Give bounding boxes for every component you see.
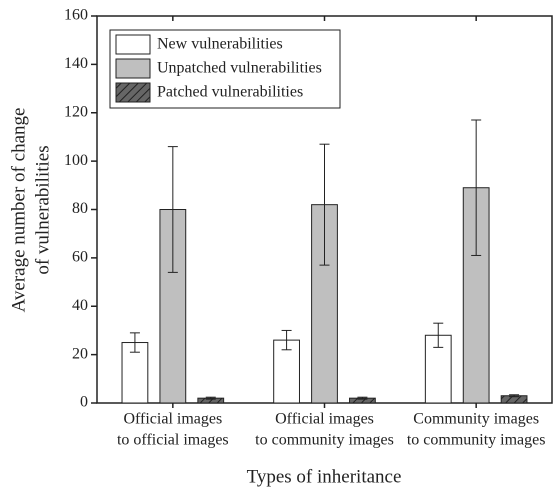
legend-label: New vulnerabilities [157, 36, 283, 53]
x-axis-title: Types of inheritance [247, 466, 402, 487]
y-tick-label: 140 [64, 55, 88, 72]
x-tick-label: Official images [123, 411, 222, 428]
x-tick-label: Community images [413, 411, 539, 428]
y-tick-label: 100 [64, 152, 88, 169]
y-tick-label: 40 [72, 297, 88, 314]
x-tick-label: to community images [255, 432, 394, 449]
y-axis-title-line: Average number of change [8, 108, 29, 313]
y-tick-label: 160 [64, 7, 88, 24]
legend-swatch [115, 82, 151, 103]
y-tick-label: 120 [64, 103, 88, 120]
y-tick-label: 20 [72, 345, 88, 362]
legend-swatch [115, 34, 151, 55]
x-tick-label: Official images [275, 411, 374, 428]
legend-swatch [115, 58, 151, 79]
legend-label: Patched vulnerabilities [157, 84, 303, 101]
y-axis-title: Average number of change of vulnerabilit… [8, 108, 53, 313]
x-tick-label: to official images [117, 432, 229, 449]
y-axis-title-line: of vulnerabilities [32, 145, 53, 274]
y-tick-label: 60 [72, 249, 88, 266]
y-tick-label: 80 [72, 200, 88, 217]
y-tick-label: 0 [80, 394, 88, 411]
bar [273, 339, 300, 404]
x-tick-label: to community images [407, 432, 546, 449]
legend-label: Unpatched vulnerabilities [157, 60, 322, 77]
